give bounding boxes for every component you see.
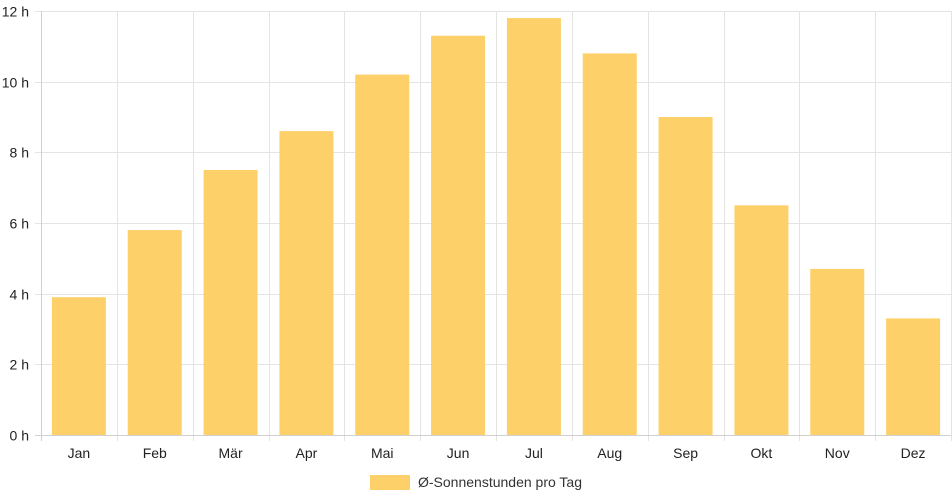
bar-mai[interactable] (355, 74, 410, 435)
x-tick-label: Jul (525, 445, 543, 461)
x-tick-label: Apr (296, 445, 318, 461)
chart-grid (35, 11, 952, 441)
x-tick-label: Jun (447, 445, 470, 461)
y-tick-label: 8 h (10, 145, 29, 161)
bar-jan[interactable] (51, 297, 106, 435)
x-tick-label: Mai (371, 445, 394, 461)
bar-dez[interactable] (886, 318, 941, 435)
y-axis-ticks: 0 h 2 h 4 h 6 h 8 h 10 h 12 h (2, 4, 29, 444)
bar-okt[interactable] (734, 205, 789, 435)
x-tick-label: Jan (68, 445, 91, 461)
y-tick-label: 6 h (10, 216, 29, 232)
y-tick-label: 4 h (10, 287, 29, 303)
x-axis-ticks: Jan Feb Mär Apr Mai Jun Jul Aug Sep Okt Nov Dez (68, 445, 926, 461)
y-tick-label: 0 h (10, 428, 29, 444)
bar-nov[interactable] (810, 268, 865, 435)
legend-swatch (370, 475, 410, 490)
x-tick-label: Aug (597, 445, 622, 461)
y-tick-label: 2 h (10, 357, 29, 373)
x-tick-label: Okt (751, 445, 773, 461)
x-tick-label: Sep (673, 445, 698, 461)
chart-bars (51, 18, 941, 436)
bar-jul[interactable] (506, 18, 561, 436)
y-tick-label: 10 h (2, 75, 29, 91)
bar-jun[interactable] (431, 35, 486, 435)
bar-sep[interactable] (658, 117, 713, 435)
bar-feb[interactable] (127, 230, 182, 435)
bar-apr[interactable] (279, 131, 334, 435)
bar-mär[interactable] (203, 170, 258, 435)
legend-label: Ø-Sonnenstunden pro Tag (418, 474, 582, 490)
y-tick-label: 12 h (2, 4, 29, 20)
chart-legend[interactable]: Ø-Sonnenstunden pro Tag (370, 474, 582, 490)
x-tick-label: Nov (825, 445, 850, 461)
x-tick-label: Mär (219, 445, 243, 461)
x-tick-label: Dez (901, 445, 926, 461)
bar-aug[interactable] (582, 53, 637, 436)
x-tick-label: Feb (143, 445, 167, 461)
